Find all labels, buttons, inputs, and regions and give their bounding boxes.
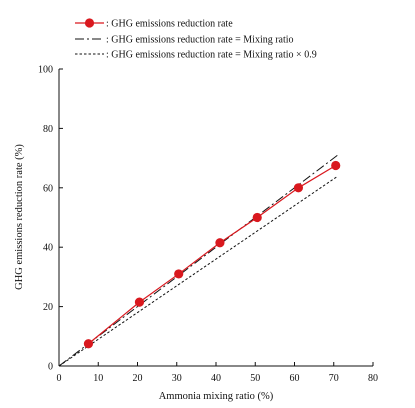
x-tick-label: 50 bbox=[250, 373, 260, 384]
x-tick-label: 10 bbox=[93, 373, 103, 384]
data-point bbox=[293, 183, 304, 193]
legend-marker bbox=[84, 18, 95, 28]
data-point bbox=[252, 212, 262, 223]
legend-entry-label-0: : GHG emissions reduction rate bbox=[106, 19, 233, 30]
y-axis-title: GHG emissions reduction rate (%) bbox=[14, 144, 25, 290]
legend-entry-label-1: : GHG emissions reduction rate = Mixing … bbox=[106, 35, 294, 46]
series-layer bbox=[58, 154, 341, 367]
y-tick-label: 40 bbox=[43, 243, 53, 254]
ticks: 0 10 20 30 40 50 60 70 80 0 20 40 60 80 100 bbox=[38, 65, 378, 385]
x-tick-label: 80 bbox=[368, 373, 378, 384]
x-tick-label: 40 bbox=[211, 373, 221, 384]
x-tick-label: 70 bbox=[329, 373, 339, 384]
y-tick-label: 20 bbox=[43, 302, 53, 313]
x-tick-label: 20 bbox=[133, 373, 143, 384]
series-line-2 bbox=[58, 175, 338, 367]
data-point bbox=[134, 297, 145, 307]
y-tick-label: 80 bbox=[43, 124, 53, 135]
y-tick-label: 60 bbox=[43, 183, 53, 194]
data-point bbox=[83, 339, 94, 349]
x-tick-label: 30 bbox=[172, 373, 182, 384]
x-tick-label: 60 bbox=[290, 373, 300, 384]
data-point bbox=[215, 238, 225, 248]
y-tick-label: 0 bbox=[48, 362, 53, 373]
x-tick-label: 0 bbox=[57, 373, 62, 384]
x-axis-title: Ammonia mixing ratio (%) bbox=[159, 391, 274, 402]
legend-entry-label-2: : GHG emissions reduction rate = Mixing … bbox=[106, 50, 317, 61]
data-point bbox=[174, 269, 184, 279]
legend: : GHG emissions reduction rate : GHG emis… bbox=[75, 18, 317, 61]
y-tick-label: 100 bbox=[38, 65, 53, 76]
series-line-1 bbox=[58, 154, 338, 367]
data-point bbox=[331, 160, 341, 171]
